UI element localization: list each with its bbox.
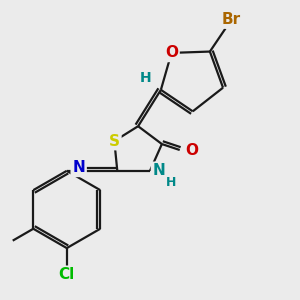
Text: H: H bbox=[166, 176, 176, 189]
Text: H: H bbox=[140, 71, 152, 85]
Text: Cl: Cl bbox=[59, 267, 75, 282]
Text: Br: Br bbox=[222, 12, 241, 27]
Text: O: O bbox=[185, 142, 198, 158]
Text: N: N bbox=[152, 163, 165, 178]
Text: O: O bbox=[165, 45, 178, 60]
Text: N: N bbox=[72, 160, 85, 175]
Text: S: S bbox=[109, 134, 120, 148]
